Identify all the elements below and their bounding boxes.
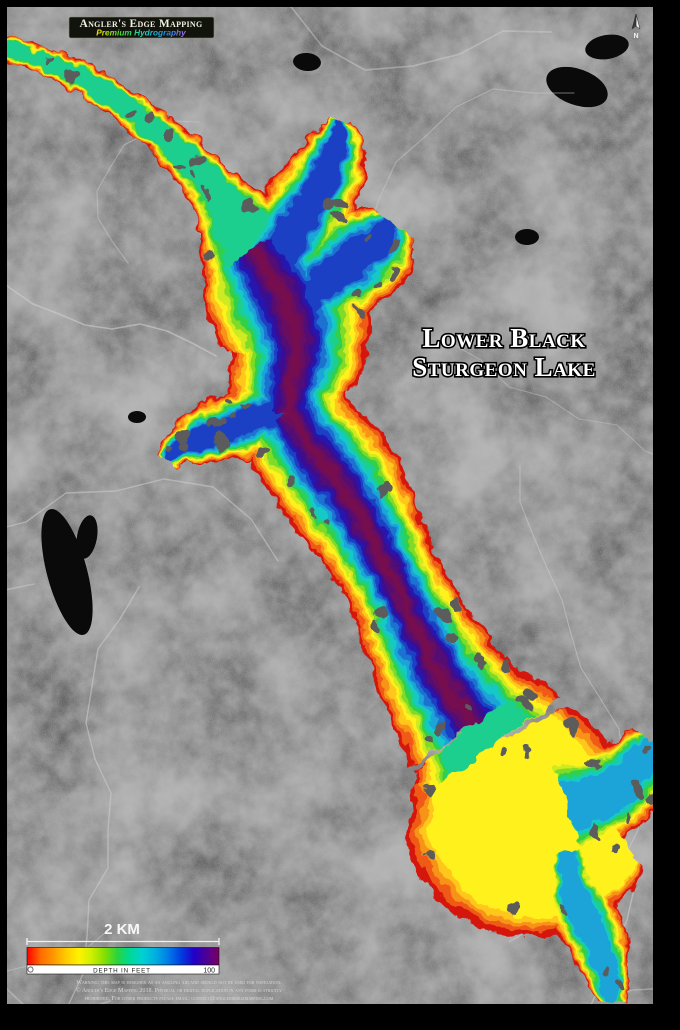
svg-text:Warning: this map is designed: Warning: this map is designed as an angl… <box>76 980 282 986</box>
svg-text:prohibited. For other products: prohibited. For other products please em… <box>85 996 274 1002</box>
svg-text:2 KM: 2 KM <box>104 921 140 938</box>
svg-text:Lower Black: Lower Black <box>422 323 585 353</box>
svg-text:DEPTH IN FEET: DEPTH IN FEET <box>93 967 151 974</box>
svg-text:© Angler's Edge Mapping 2018.: © Angler's Edge Mapping 2018. Physical o… <box>76 987 282 994</box>
svg-text:N: N <box>633 33 638 40</box>
svg-text:100: 100 <box>203 967 215 974</box>
svg-text:Background imagery source info: Background imagery source information: G… <box>83 1003 275 1004</box>
svg-text:Sturgeon Lake: Sturgeon Lake <box>412 352 596 382</box>
svg-text:Premium Hydrography: Premium Hydrography <box>96 28 186 38</box>
